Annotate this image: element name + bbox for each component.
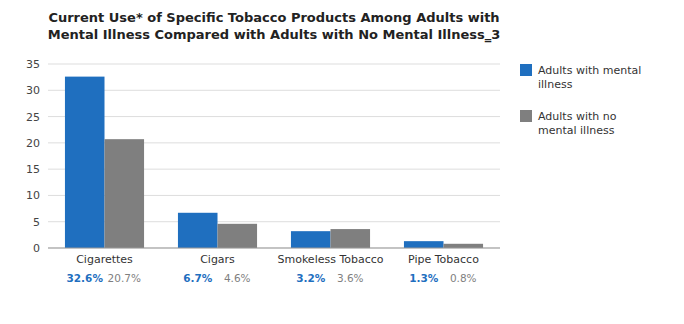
text-line: Mental Illness Compared with Adults with… [48, 27, 501, 43]
grid-line [48, 64, 500, 65]
data-label: 20.7% [108, 272, 141, 284]
bar [404, 241, 444, 248]
y-tick-label: 10 [26, 189, 40, 202]
legend-swatch [520, 64, 532, 76]
y-tick-label: 0 [33, 242, 40, 255]
y-tick-label: 35 [26, 58, 40, 71]
text-line: Adults with mental [538, 64, 641, 77]
y-tick-label: 20 [26, 137, 40, 150]
bar [105, 139, 145, 248]
bar [291, 231, 331, 248]
bars [65, 77, 483, 248]
legend-label: Adults with nomental illness [538, 110, 617, 137]
legend-label: Adults with mentalillness [538, 64, 641, 91]
bar [331, 229, 371, 248]
y-tick-label: 5 [33, 216, 40, 229]
data-label: 6.7% [183, 272, 213, 284]
y-tick-label: 30 [26, 84, 40, 97]
chart-container: 0 5 10 15 20 25 30 35 Cigarettes Cigars Smokeless … [0, 0, 684, 324]
text-line: Adults with no [538, 110, 617, 123]
data-label: 32.6% [67, 272, 104, 284]
x-tick-label: Smokeless Tobacco [277, 253, 383, 266]
grid [48, 64, 500, 248]
bar [218, 224, 258, 248]
legend-swatch [520, 110, 532, 122]
bar [65, 77, 105, 248]
grid-line [48, 90, 500, 91]
grid-line [48, 116, 500, 117]
data-label: 3.6% [337, 272, 364, 284]
data-label: 1.3% [409, 272, 439, 284]
data-label: 4.6% [224, 272, 251, 284]
y-tick-label: 25 [26, 111, 40, 124]
grid-line [48, 248, 500, 249]
x-tick-label: Pipe Tobacco [408, 253, 479, 266]
data-label: 3.2% [296, 272, 326, 284]
x-axis-line [48, 248, 500, 249]
bar [444, 244, 484, 248]
x-tick-label: Cigarettes [76, 253, 133, 266]
bar [178, 213, 218, 248]
title: Current Use* of Specific Tobacco Product… [48, 10, 501, 43]
y-tick-label: 15 [26, 163, 40, 176]
text-line: mental illness [538, 124, 615, 137]
chart-svg: 0 5 10 15 20 25 30 35 Cigarettes Cigars Smokeless … [0, 0, 684, 324]
text-line: Current Use* of Specific Tobacco Product… [48, 10, 499, 25]
legend: Adults with mentalillness Adults with nom… [520, 64, 641, 137]
text-line: illness [538, 78, 573, 91]
x-tick-label: Cigars [200, 253, 235, 266]
data-label: 0.8% [450, 272, 477, 284]
